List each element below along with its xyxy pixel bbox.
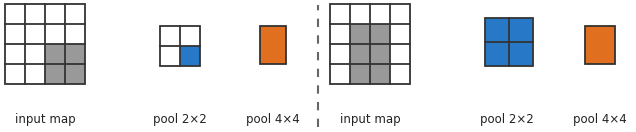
Bar bbox=[370, 24, 390, 44]
Bar bbox=[485, 42, 509, 66]
Text: pool 2×2: pool 2×2 bbox=[153, 114, 207, 126]
Text: input map: input map bbox=[15, 114, 75, 126]
Bar bbox=[65, 44, 85, 64]
Bar bbox=[260, 26, 286, 64]
Bar bbox=[585, 26, 615, 64]
Bar bbox=[370, 64, 390, 84]
Text: pool 4×4: pool 4×4 bbox=[246, 114, 300, 126]
Bar bbox=[45, 44, 65, 64]
Text: pool 2×2: pool 2×2 bbox=[480, 114, 534, 126]
Bar bbox=[45, 64, 65, 84]
Bar bbox=[485, 18, 509, 42]
Bar bbox=[5, 4, 85, 84]
Bar bbox=[180, 46, 200, 66]
Bar bbox=[350, 44, 370, 64]
Bar bbox=[260, 26, 286, 64]
Text: input map: input map bbox=[340, 114, 400, 126]
Bar bbox=[485, 18, 533, 66]
Text: pool 4×4: pool 4×4 bbox=[573, 114, 627, 126]
Bar bbox=[509, 42, 533, 66]
Bar bbox=[160, 26, 200, 66]
Bar bbox=[585, 26, 615, 64]
Bar bbox=[350, 64, 370, 84]
Bar bbox=[350, 24, 370, 44]
Bar bbox=[509, 18, 533, 42]
Bar bbox=[370, 44, 390, 64]
Bar bbox=[330, 4, 410, 84]
Bar bbox=[65, 64, 85, 84]
